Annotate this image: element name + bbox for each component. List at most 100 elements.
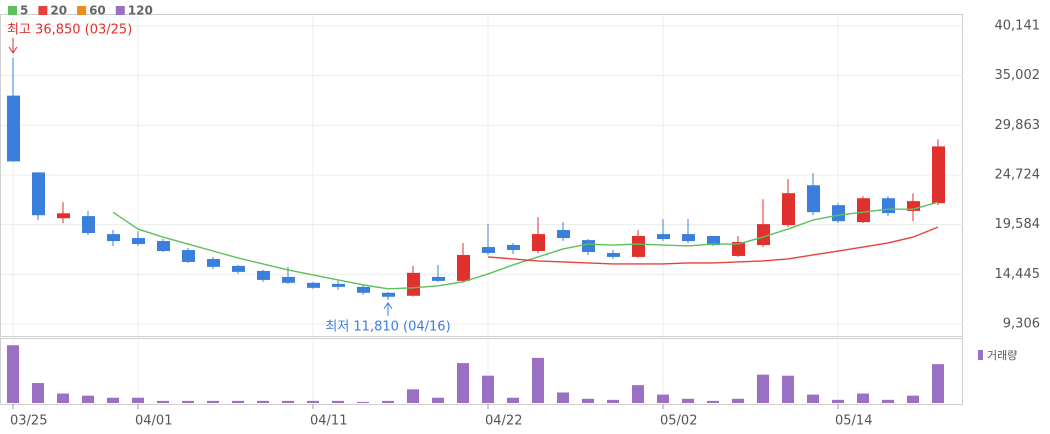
legend-label: 20 xyxy=(50,4,67,18)
y-tick-label: 35,002 xyxy=(995,68,1041,83)
candle-body xyxy=(782,193,795,226)
annotation-arrowhead xyxy=(8,46,18,54)
annotation: 최저 11,810 (04/16) xyxy=(325,319,450,334)
volume-bar xyxy=(632,385,644,403)
volume-bar xyxy=(832,399,844,403)
legend-label: 60 xyxy=(89,4,106,18)
ma-line xyxy=(487,226,939,265)
y-tick-label: 14,445 xyxy=(995,267,1041,282)
x-tick-label: 04/22 xyxy=(485,414,522,429)
volume-bar xyxy=(882,399,894,403)
candle-body xyxy=(157,241,170,252)
volume-bar xyxy=(132,397,144,403)
candle-body xyxy=(407,272,420,296)
volume-bar xyxy=(607,399,619,403)
volume-bar xyxy=(407,389,419,403)
candle-body xyxy=(932,146,945,204)
candle-body xyxy=(832,205,845,222)
volume-bar xyxy=(232,400,244,403)
volume-bar xyxy=(657,394,669,403)
candle-body xyxy=(82,216,95,234)
candle-body xyxy=(532,234,545,252)
volume-bar xyxy=(307,400,319,403)
x-tick-label: 04/01 xyxy=(135,414,172,429)
candle-body xyxy=(707,236,720,246)
candle-body xyxy=(607,252,620,257)
y-tick-label: 19,584 xyxy=(995,217,1041,232)
candle-body xyxy=(232,265,245,272)
volume-bar xyxy=(807,394,819,403)
annotation: 최고 36,850 (03/25) xyxy=(7,23,132,38)
annotation-arrowhead xyxy=(383,301,393,310)
candle-body xyxy=(907,201,920,211)
candle-body xyxy=(132,238,145,245)
volume-bar xyxy=(207,400,219,403)
volume-bar xyxy=(257,400,269,403)
legend-swatch xyxy=(8,6,17,15)
volume-bar xyxy=(482,375,494,403)
volume-bar xyxy=(757,374,769,403)
candle-body xyxy=(657,234,670,240)
volume-bar xyxy=(82,395,94,403)
volume-bar xyxy=(332,400,344,403)
volume-bar xyxy=(357,401,369,403)
candle-body xyxy=(32,172,45,216)
y-tick-label: 24,724 xyxy=(995,167,1041,182)
candle-body xyxy=(282,276,295,283)
legend-label: 120 xyxy=(128,4,153,18)
candle-body xyxy=(357,286,370,293)
volume-bar xyxy=(707,400,719,403)
candle-body xyxy=(807,185,820,213)
x-tick-label: 03/25 xyxy=(10,414,47,429)
volume-legend-swatch xyxy=(978,350,983,360)
volume-bar xyxy=(682,398,694,403)
volume-bar xyxy=(507,397,519,403)
legend-label: 5 xyxy=(20,4,28,18)
candle-body xyxy=(332,283,345,287)
candle-body xyxy=(107,234,120,242)
candle-body xyxy=(757,224,770,246)
legend-swatch xyxy=(38,6,48,15)
candle-body xyxy=(882,198,895,214)
volume-bar xyxy=(582,398,594,403)
candle-body xyxy=(482,247,495,253)
legend-swatch xyxy=(77,6,87,15)
y-tick-label: 29,863 xyxy=(995,118,1041,133)
volume-frame xyxy=(0,338,963,405)
volume-bar xyxy=(7,345,19,403)
volume-bar xyxy=(32,383,44,403)
volume-bar xyxy=(457,363,469,403)
candle-body xyxy=(582,240,595,252)
candle-body xyxy=(507,245,520,250)
volume-bar xyxy=(907,395,919,403)
candle-body xyxy=(732,242,745,256)
candle-body xyxy=(307,282,320,288)
price-frame xyxy=(0,14,963,337)
candle-body xyxy=(632,236,645,257)
volume-legend-label: 거래량 xyxy=(987,349,1017,362)
candle-body xyxy=(857,198,870,223)
candle-body xyxy=(557,230,570,239)
candle-body xyxy=(257,270,270,280)
candle-body xyxy=(182,250,195,262)
candle-body xyxy=(682,234,695,242)
x-tick-label: 04/11 xyxy=(310,414,347,429)
y-tick-label: 9,306 xyxy=(1003,317,1040,332)
volume-bar xyxy=(532,357,544,403)
x-tick-label: 05/02 xyxy=(660,414,697,429)
volume-bar xyxy=(857,393,869,403)
candle-body xyxy=(457,254,470,281)
candle-body xyxy=(432,276,445,281)
volume-bar xyxy=(107,397,119,403)
volume-bar xyxy=(732,398,744,403)
volume-bar xyxy=(432,397,444,403)
ma-line xyxy=(112,201,939,290)
candle-body xyxy=(7,95,20,162)
x-tick-label: 05/14 xyxy=(835,414,872,429)
volume-bar xyxy=(782,375,794,403)
candle-body xyxy=(57,213,70,219)
volume-bar xyxy=(557,392,569,403)
volume-bar xyxy=(382,400,394,403)
candle-body xyxy=(382,292,395,297)
